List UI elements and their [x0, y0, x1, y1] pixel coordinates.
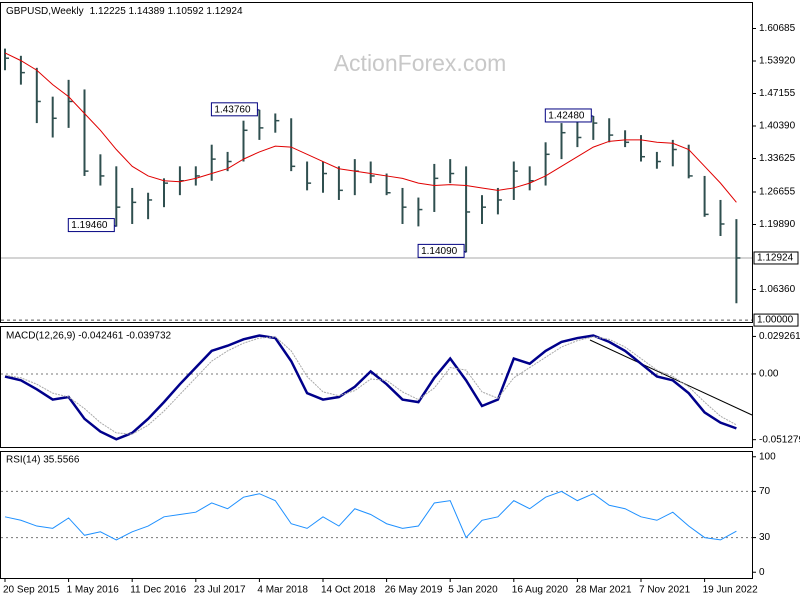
x-tick-label: 19 Jun 2022 [703, 585, 758, 596]
annotation-box [417, 243, 465, 258]
x-tick-label: 1 May 2016 [67, 585, 120, 596]
x-tick-label: 26 May 2019 [385, 585, 443, 596]
indicator-line [4, 336, 737, 435]
y-tick-label: 1.06360 [759, 284, 796, 295]
rsi-header: RSI(14) 35.5566 [6, 455, 80, 466]
y-tick-label: 0.029261 [759, 331, 800, 342]
x-tick-label: 11 Dec 2016 [130, 585, 186, 596]
annotation-box [544, 108, 592, 123]
annotation-label: 1.14090 [421, 246, 458, 257]
price-header: GBPUSD,Weekly 1.12225 1.14389 1.10592 1.1… [6, 6, 243, 17]
y-tick-label: 1.60685 [759, 23, 796, 34]
y-tick-label: 1.19890 [759, 219, 796, 230]
y-tick-label: 30 [759, 532, 771, 543]
rsi-panel-frame [0, 451, 753, 579]
y-tick-label: 1.40390 [759, 121, 796, 132]
x-tick-label: 14 Oct 2018 [321, 585, 376, 596]
indicator-line [4, 490, 737, 541]
watermark: ActionForex.com [334, 50, 507, 76]
y-tick-label: -0.051279 [759, 434, 800, 445]
annotation-label: 1.42480 [548, 111, 585, 122]
x-tick-label: 4 Mar 2018 [257, 585, 308, 596]
y-tick-label: 0.00 [759, 369, 779, 380]
x-tick-label: 5 Jan 2020 [448, 585, 498, 596]
level-label: 1.00000 [757, 315, 794, 326]
macd-trendline [589, 339, 753, 416]
symbol-title: GBPUSD,Weekly [6, 6, 84, 17]
moving-average [4, 52, 737, 203]
annotation-label: 1.19460 [71, 220, 108, 231]
x-tick-label: 20 Sep 2015 [3, 585, 60, 596]
y-tick-label: 1.53920 [759, 56, 796, 67]
macd-panel-frame [0, 326, 753, 448]
x-tick-label: 23 Jul 2017 [194, 585, 246, 596]
last-price-box [753, 251, 799, 265]
x-tick-label: 16 Aug 2020 [512, 585, 569, 596]
annotation-label: 1.43760 [214, 104, 251, 115]
last-price-label: 1.12924 [757, 253, 794, 264]
macd-header: MACD(12,26,9) -0.042461 -0.039732 [6, 331, 172, 342]
price-panel-frame [0, 2, 753, 323]
y-tick-label: 100 [759, 451, 776, 462]
x-tick-label: 28 Mar 2021 [575, 585, 632, 596]
annotation-box [67, 218, 115, 233]
x-tick-label: 7 Nov 2021 [639, 585, 691, 596]
y-tick-label: 0 [759, 567, 765, 578]
level-label-box [753, 313, 799, 327]
annotation-box [210, 102, 258, 117]
ohlc-values: 1.12225 1.14389 1.10592 1.12924 [90, 6, 243, 17]
y-tick-label: 1.33625 [759, 153, 796, 164]
y-tick-label: 1.47155 [759, 88, 796, 99]
y-tick-label: 70 [759, 486, 771, 497]
y-tick-label: 1.26655 [759, 187, 796, 198]
indicator-line [4, 334, 737, 441]
